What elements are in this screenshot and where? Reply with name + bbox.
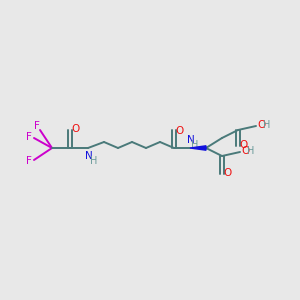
- Text: O: O: [175, 126, 183, 136]
- Text: O: O: [223, 168, 231, 178]
- Text: O: O: [71, 124, 79, 134]
- Text: O: O: [241, 146, 249, 156]
- Text: F: F: [26, 132, 32, 142]
- Text: F: F: [34, 121, 40, 131]
- Text: O: O: [257, 120, 265, 130]
- Text: N: N: [85, 151, 93, 161]
- Text: F: F: [26, 156, 32, 166]
- Text: H: H: [90, 156, 98, 166]
- Text: H: H: [263, 120, 271, 130]
- Text: H: H: [247, 146, 255, 156]
- Text: N: N: [187, 135, 195, 145]
- Text: H: H: [191, 140, 199, 150]
- Polygon shape: [190, 146, 206, 150]
- Text: O: O: [239, 140, 247, 150]
